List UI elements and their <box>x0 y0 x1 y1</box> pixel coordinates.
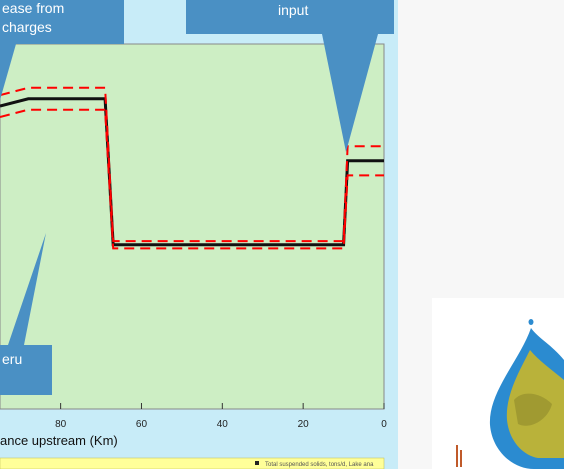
callout-top-right: input <box>186 0 394 152</box>
legend-box <box>0 457 385 469</box>
x-tick-label-1: 60 <box>136 419 148 430</box>
x-tick-label-4: 0 <box>381 419 387 430</box>
x-tick-label-2: 40 <box>217 419 229 430</box>
callout-top-left-line2: charges <box>2 19 52 35</box>
x-tick-label-0: 80 <box>55 419 67 430</box>
callout-bottom-left-line1: eru <box>2 351 22 367</box>
legend-entry: Total suspended solids, tons/d, Lake ana <box>265 462 374 468</box>
plot-area <box>0 43 385 410</box>
series-line-1 <box>0 86 384 243</box>
callout-top-left: ease from charges <box>0 0 124 44</box>
x-axis-title: ance upstream (Km) <box>0 433 118 448</box>
x-axis-ticks: 80 60 40 20 0 <box>55 403 387 430</box>
series-line-2 <box>0 108 384 250</box>
legend-marker <box>255 461 259 465</box>
callout-bottom-left: eru <box>0 233 52 395</box>
callout-top-left-line1: ease from <box>2 0 64 16</box>
x-tick-label-3: 20 <box>298 419 310 430</box>
series-group <box>0 86 384 250</box>
callout-left-pointer <box>0 44 16 100</box>
callout-top-right-line1: input <box>278 2 308 18</box>
water-drop-map-logo <box>432 298 564 469</box>
